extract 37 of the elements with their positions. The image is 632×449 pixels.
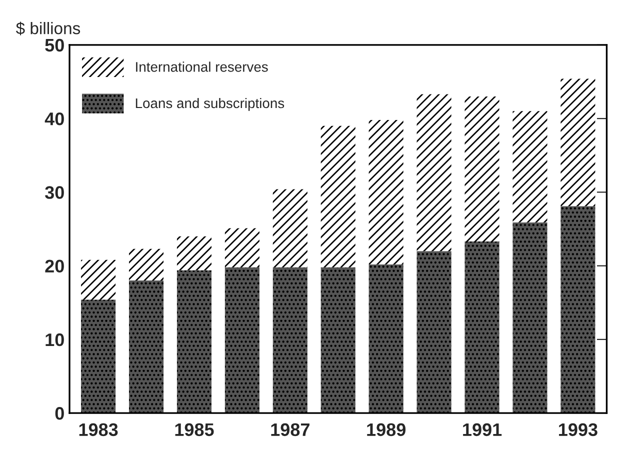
- bar: [368, 264, 404, 414]
- bar: [81, 300, 116, 414]
- bar: [368, 120, 404, 264]
- x-tick-label: 1983: [79, 423, 118, 436]
- y-tick-label: 20: [45, 260, 64, 273]
- legend-label: Loans and subscriptions: [136, 98, 284, 111]
- bar: [176, 236, 212, 270]
- bar: [320, 126, 356, 268]
- bar: [272, 267, 308, 414]
- bar: [416, 94, 452, 252]
- x-tick-label: 1987: [271, 423, 310, 436]
- x-tick-label: 1985: [175, 423, 214, 436]
- bar: [464, 242, 500, 414]
- x-tick-label: 1989: [367, 423, 406, 436]
- bar: [128, 280, 164, 414]
- bar: [464, 96, 500, 242]
- bar: [128, 248, 164, 281]
- bar: [560, 78, 596, 206]
- y-tick-label: 10: [46, 333, 64, 346]
- y-axis-title: $ billions: [16, 22, 80, 36]
- bar: [176, 270, 212, 414]
- bar: [560, 206, 596, 414]
- legend-label: International reserves: [136, 62, 268, 72]
- bar: [272, 189, 308, 268]
- y-tick-label: 50: [45, 38, 64, 52]
- x-tick-label: 1993: [558, 423, 598, 436]
- bar: [320, 267, 356, 414]
- bar: [81, 260, 116, 300]
- bar: [416, 251, 452, 414]
- bar: [512, 111, 548, 222]
- bar: [224, 267, 260, 414]
- y-tick-label: 0: [55, 407, 64, 420]
- y-tick-label: 40: [44, 112, 64, 126]
- x-tick-label: 1991: [463, 423, 502, 436]
- y-tick-label: 30: [44, 186, 64, 199]
- bar: [224, 228, 260, 268]
- bar: [512, 222, 548, 414]
